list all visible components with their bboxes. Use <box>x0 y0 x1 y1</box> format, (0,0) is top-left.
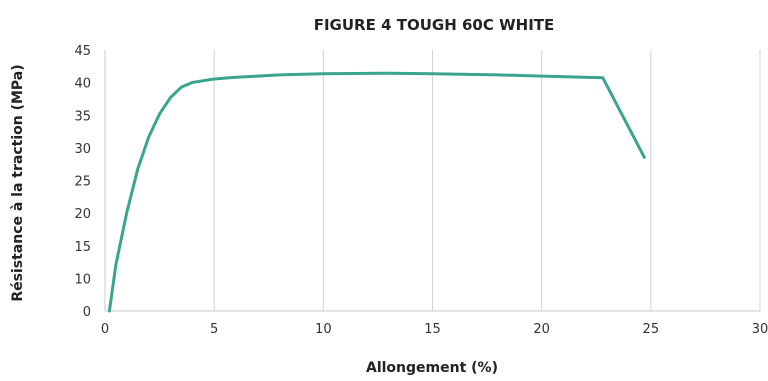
y-tick-label: 10 <box>74 272 91 287</box>
y-tick-label: 30 <box>74 142 91 157</box>
x-tick-label: 20 <box>533 322 550 337</box>
x-axis-ticks: 0 5 10 15 20 25 30 <box>101 322 768 337</box>
y-axis-ticks: 0 10 15 20 25 30 35 40 45 <box>74 44 91 320</box>
x-tick-label: 30 <box>752 322 768 337</box>
chart-title: FIGURE 4 TOUGH 60C WHITE <box>314 16 555 34</box>
y-tick-label: 0 <box>83 305 91 320</box>
x-tick-label: 0 <box>101 322 109 337</box>
x-tick-label: 10 <box>315 322 332 337</box>
y-tick-label: 45 <box>74 44 91 59</box>
y-tick-label: 20 <box>74 207 91 222</box>
axes <box>104 50 760 312</box>
x-axis-label: Allongement (%) <box>366 360 498 376</box>
series-layer <box>107 71 646 313</box>
gridlines <box>213 50 761 311</box>
x-tick-label: 5 <box>210 322 218 337</box>
series-line <box>107 71 646 313</box>
x-tick-label: 15 <box>424 322 441 337</box>
y-axis-label: Résistance à la traction (MPa) <box>10 64 26 301</box>
y-tick-label: 15 <box>74 240 91 255</box>
y-tick-label: 40 <box>74 77 91 92</box>
y-tick-label: 35 <box>74 109 91 124</box>
x-tick-label: 25 <box>643 322 660 337</box>
y-tick-label: 25 <box>74 175 91 190</box>
